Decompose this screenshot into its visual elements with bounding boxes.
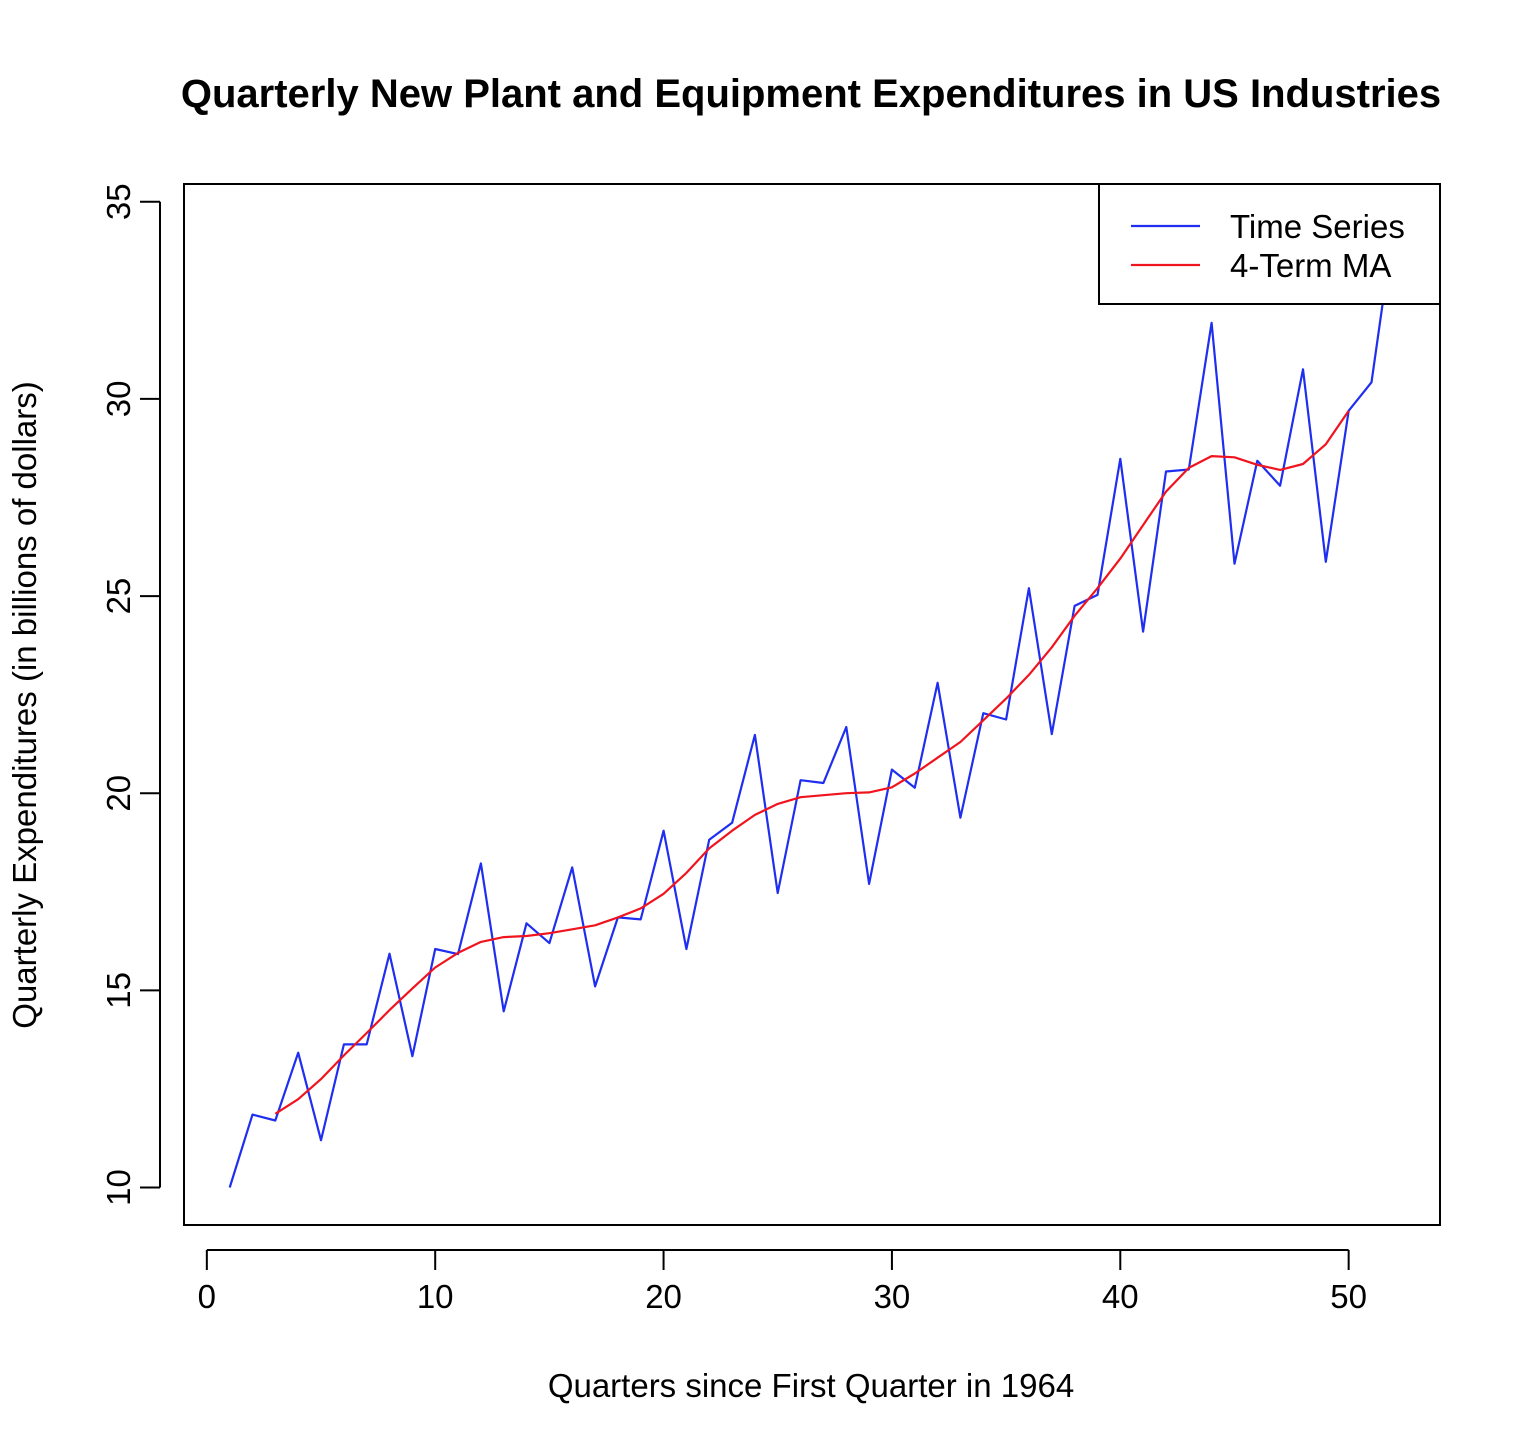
y-tick-label: 35 <box>100 183 137 220</box>
y-tick-label: 30 <box>100 381 137 418</box>
x-tick-label: 0 <box>198 1278 216 1315</box>
y-axis-label: Quarterly Expenditures (in billions of d… <box>6 381 43 1028</box>
x-tick-label: 10 <box>417 1278 454 1315</box>
legend-box <box>1098 183 1441 305</box>
plot-frame <box>183 183 1441 1226</box>
x-axis: 0 10 20 30 40 50 <box>198 1249 1367 1315</box>
x-tick-label: 40 <box>1102 1278 1139 1315</box>
x-tick-label: 50 <box>1330 1278 1367 1315</box>
x-tick-label: 30 <box>874 1278 911 1315</box>
y-axis: 10 15 20 25 30 35 <box>100 183 161 1206</box>
x-axis-label: Quarters since First Quarter in 1964 <box>548 1367 1074 1404</box>
time-series-line <box>228 221 1396 1188</box>
moving-average-line <box>274 410 1350 1115</box>
legend-label-4-term-ma: 4-Term MA <box>1230 247 1391 284</box>
legend-label-time-series: Time Series <box>1230 208 1405 245</box>
y-tick-label: 25 <box>100 578 137 615</box>
y-tick-label: 20 <box>100 775 137 812</box>
y-tick-label: 15 <box>100 972 137 1009</box>
chart-title: Quarterly New Plant and Equipment Expend… <box>181 72 1441 116</box>
x-tick-label: 20 <box>645 1278 682 1315</box>
y-tick-label: 10 <box>100 1169 137 1206</box>
legend: Time Series 4-Term MA <box>1098 183 1441 305</box>
